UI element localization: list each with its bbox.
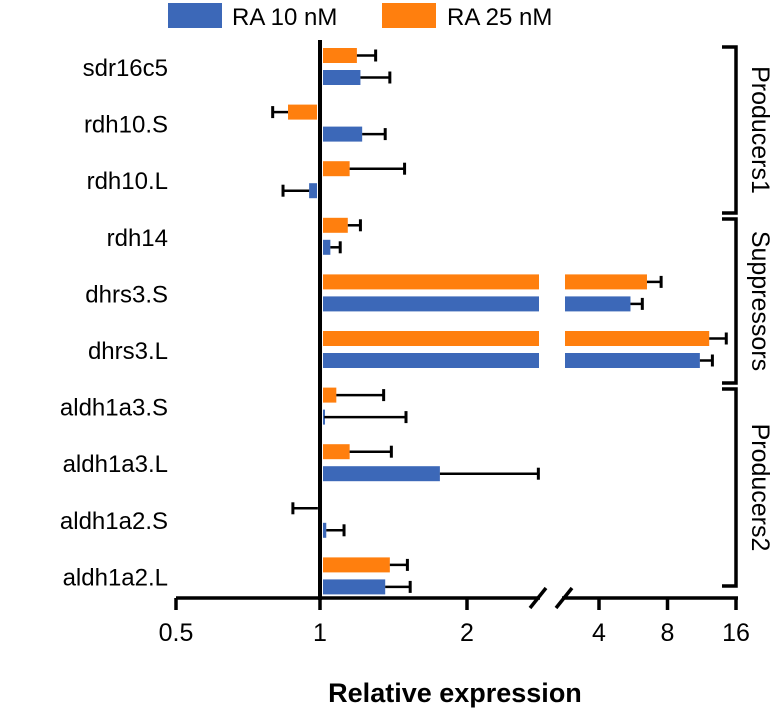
bar-group xyxy=(281,183,317,199)
group-label: Suppressors xyxy=(746,231,774,371)
category-label: dhrs3.L xyxy=(88,338,168,365)
bar-group xyxy=(323,331,728,346)
bar xyxy=(565,274,647,290)
bar-group xyxy=(323,274,663,290)
bar xyxy=(323,557,390,573)
group-brackets: Producers1 Suppressors Producers2 xyxy=(722,45,774,588)
legend-label: RA 25 nM xyxy=(447,4,552,31)
category-labels: sdr16c5 rdh10.S rdh10.L rdh14 dhrs3.S dhrs3.L… xyxy=(60,55,168,591)
category-label: dhrs3.S xyxy=(85,281,168,308)
bar xyxy=(323,296,539,312)
bar xyxy=(323,353,539,368)
group-bracket xyxy=(722,217,738,385)
bar xyxy=(309,183,317,199)
bar-group xyxy=(323,387,386,403)
bar xyxy=(323,331,539,346)
category-label: rdh10.L xyxy=(87,168,168,195)
group-label: Producers2 xyxy=(746,424,774,552)
bar-group xyxy=(323,557,409,573)
bar xyxy=(323,48,357,63)
category-label: aldh1a2.S xyxy=(60,508,168,535)
bar-group xyxy=(323,239,342,255)
axis-break-mark xyxy=(528,586,548,610)
legend-label: RA 10 nM xyxy=(232,4,337,31)
x-tick-label: 2 xyxy=(460,619,474,647)
bar-group xyxy=(323,126,387,142)
legend-swatch xyxy=(382,3,436,28)
bar xyxy=(323,239,331,255)
bar xyxy=(565,353,700,368)
bar xyxy=(323,579,386,595)
bar-group xyxy=(323,522,346,538)
category-label: aldh1a2.L xyxy=(63,564,168,591)
bar xyxy=(565,296,631,312)
x-tick-label: 16 xyxy=(722,619,750,647)
bar-group xyxy=(323,70,392,85)
bar-group xyxy=(323,296,644,312)
bar-group xyxy=(291,502,318,515)
bars xyxy=(271,48,728,595)
x-tick-label: 8 xyxy=(661,619,675,647)
bar xyxy=(323,217,348,233)
bar xyxy=(323,409,325,425)
bar xyxy=(288,104,317,120)
bar-group xyxy=(323,353,714,368)
x-tick-label: 1 xyxy=(313,619,327,647)
bar xyxy=(565,331,710,346)
bar-group xyxy=(323,161,407,177)
category-label: rdh14 xyxy=(107,225,168,252)
x-tick-label: 0.5 xyxy=(159,619,194,647)
bar xyxy=(323,466,440,482)
bar xyxy=(323,161,350,177)
category-label: sdr16c5 xyxy=(83,55,168,82)
group-label: Producers1 xyxy=(746,66,774,194)
axis-break-mark xyxy=(554,586,574,610)
category-label: aldh1a3.L xyxy=(63,451,168,478)
axes: 0.5 1 2 4 8 16 xyxy=(159,40,750,647)
category-label: rdh10.S xyxy=(84,112,168,139)
bar-group xyxy=(271,104,317,120)
group-bracket xyxy=(722,45,738,215)
bar-group xyxy=(323,48,378,63)
bar-group xyxy=(323,579,412,595)
bar xyxy=(323,274,539,290)
bar-group xyxy=(323,444,393,460)
x-tick-label: 4 xyxy=(592,619,606,647)
bar xyxy=(323,444,350,460)
legend-swatch xyxy=(168,3,222,28)
category-label: aldh1a3.S xyxy=(60,395,168,422)
bar xyxy=(323,70,361,85)
bar xyxy=(323,387,337,403)
group-bracket xyxy=(722,387,738,588)
bar-group xyxy=(323,409,408,425)
bar-group xyxy=(323,217,362,233)
bar-group xyxy=(323,466,540,482)
bar xyxy=(323,126,363,142)
bar xyxy=(323,522,327,538)
x-axis-label: Relative expression xyxy=(328,678,582,708)
legend: RA 10 nM RA 25 nM xyxy=(168,3,552,31)
